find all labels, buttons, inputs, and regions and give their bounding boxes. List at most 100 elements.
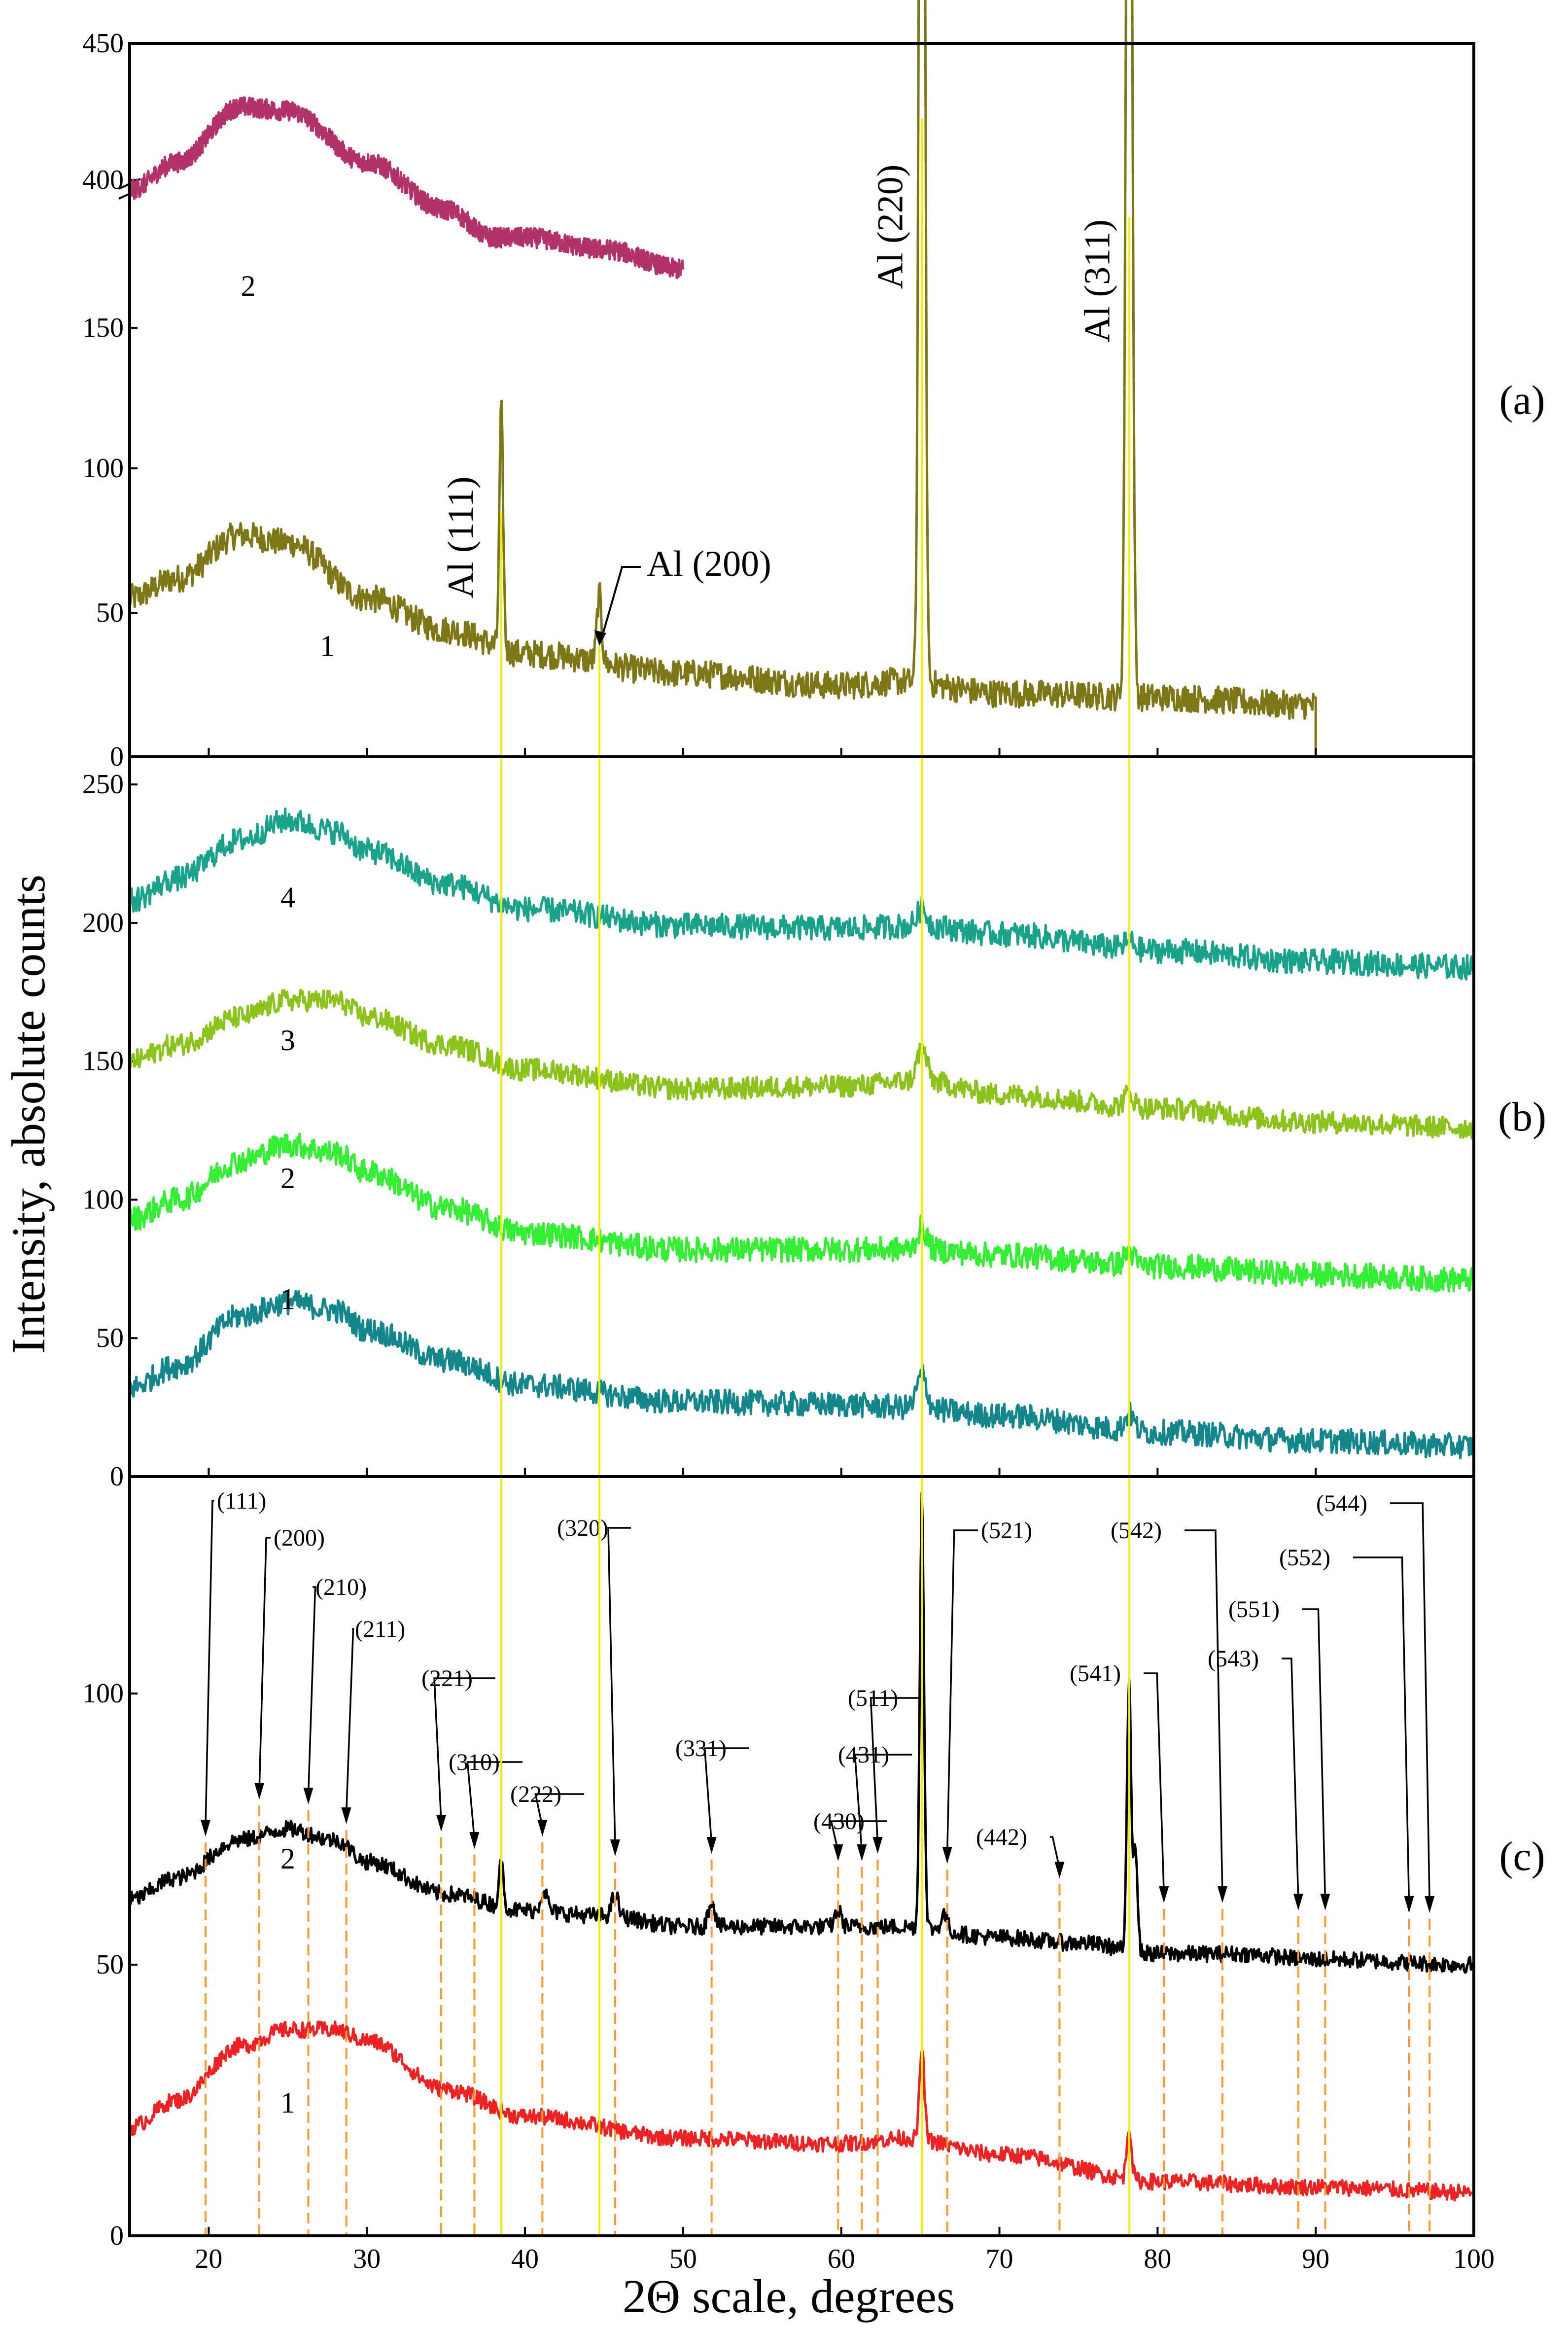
series-line — [128, 807, 1475, 981]
hkl-arrow-head — [341, 1807, 351, 1824]
hkl-leader — [946, 1529, 978, 1854]
y-tick-label: 250 — [82, 769, 124, 800]
hkl-label: (320) — [557, 1515, 608, 1541]
y-tick-label: 100 — [82, 1678, 124, 1709]
hkl-leader — [1185, 1529, 1223, 1894]
x-tick-label: 60 — [828, 2244, 855, 2274]
hkl-label: (543) — [1208, 1646, 1259, 1672]
series-line — [128, 2020, 1475, 2202]
hkl-leader — [466, 1761, 523, 1839]
hkl-label: (221) — [421, 1665, 473, 1692]
hkl-label: (541) — [1070, 1660, 1121, 1687]
hkl-label: (521) — [981, 1517, 1032, 1544]
hkl-leader — [830, 1820, 887, 1852]
x-tick-label: 80 — [1144, 2244, 1171, 2274]
hkl-arrow-head — [1293, 1894, 1303, 1910]
x-tick-label: 50 — [669, 2244, 697, 2274]
hkl-leader — [1390, 1502, 1430, 1904]
x-tick-label: 30 — [353, 2244, 381, 2274]
panel-label: (c) — [1499, 1834, 1545, 1879]
hkl-arrow-head — [706, 1837, 717, 1854]
curve-number: 4 — [280, 881, 295, 914]
hkl-label: (442) — [976, 1824, 1027, 1850]
hkl-label: (552) — [1279, 1545, 1330, 1571]
curve-number: 2 — [280, 1842, 295, 1875]
y-axis-title: Intensity, absolute counts — [2, 875, 55, 1354]
panel-label: (a) — [1499, 378, 1545, 423]
y-tick-label: 200 — [82, 908, 124, 938]
hkl-arrow-head — [1425, 1896, 1435, 1913]
hkl-arrow-head — [833, 1844, 843, 1861]
hkl-label: (331) — [675, 1735, 727, 1762]
plot-border — [128, 42, 1475, 2237]
annotation-leader — [601, 566, 641, 636]
y-tick-label: 150 — [82, 1046, 124, 1077]
panel-a: 0 50 100 150 400 450 (a) 1 2 Al (111) Al (200) Al (… — [82, 0, 1545, 772]
y-tick-label: 450 — [82, 28, 124, 59]
x-tick-label: 70 — [986, 2244, 1013, 2274]
hkl-label: (200) — [274, 1525, 325, 1551]
hkl-label: (544) — [1316, 1490, 1367, 1517]
hkl-arrow-head — [1217, 1886, 1227, 1903]
y-tick-label: 400 — [82, 165, 124, 195]
y-tick-label: 100 — [82, 453, 124, 484]
y-tick-label: 150 — [82, 313, 124, 343]
x-axis-title: 2Θ scale, degrees — [623, 2270, 955, 2323]
x-tick-label: 90 — [1302, 2244, 1329, 2274]
reference-lines — [500, 118, 1130, 2236]
hkl-arrow-head — [1404, 1896, 1414, 1913]
hkl-arrow-head — [1159, 1886, 1169, 1903]
hkl-leader — [1144, 1672, 1165, 1894]
hkl-label: (310) — [449, 1749, 500, 1775]
hkl-arrow-head — [1320, 1894, 1330, 1910]
hkl-leader — [205, 1500, 214, 1827]
hkl-arrow-head — [1054, 1862, 1065, 1878]
series-line — [128, 1491, 1475, 1974]
series-line — [128, 988, 1475, 1140]
peak-label-al-220: Al (220) — [870, 165, 910, 289]
y-tick-label: 50 — [96, 1323, 124, 1353]
hkl-leader — [345, 1628, 354, 1815]
hkl-arrow-head — [254, 1783, 265, 1800]
peak-label-al-200: Al (200) — [647, 544, 771, 584]
x-tick-label: 40 — [511, 2244, 539, 2274]
panel-label: (b) — [1498, 1094, 1546, 1140]
hkl-label: (111) — [217, 1488, 266, 1514]
hkl-label: (211) — [355, 1616, 405, 1642]
hkl-label: (542) — [1111, 1517, 1162, 1544]
y-tick-label: 50 — [96, 1949, 124, 1980]
curve-number: 1 — [280, 2086, 295, 2119]
hkl-arrow-head — [610, 1839, 620, 1856]
hkl-label: (551) — [1228, 1596, 1280, 1623]
hkl-leader — [534, 1793, 584, 1827]
hkl-leader — [854, 1754, 912, 1852]
series-line — [128, 96, 685, 280]
y-tick-label: 0 — [110, 741, 124, 772]
panel-c: 0 50 100 (c) 1 2 (111) (200) (210) (211) (221) (310… — [82, 1488, 1545, 2251]
hkl-label: (430) — [813, 1808, 865, 1835]
hkl-leader — [258, 1537, 271, 1790]
curve-number: 1 — [320, 630, 335, 662]
hkl-arrow-head — [942, 1847, 952, 1864]
hkl-leader — [703, 1747, 749, 1844]
hkl-label: (431) — [838, 1742, 889, 1768]
x-tick-label: 100 — [1453, 2244, 1495, 2274]
y-tick-label: 0 — [110, 2221, 124, 2251]
hkl-label: (210) — [315, 1574, 367, 1600]
chart-frame — [128, 42, 1475, 2237]
hkl-leader — [1050, 1836, 1061, 1869]
hkl-arrow-head — [872, 1837, 883, 1854]
y-tick-label: 100 — [82, 1184, 124, 1215]
hkl-arrow-head — [200, 1820, 210, 1836]
hkl-leader — [607, 1527, 631, 1847]
curve-number: 2 — [241, 270, 256, 302]
peak-label-al-111: Al (111) — [441, 476, 481, 598]
hkl-arrow-head — [537, 1820, 548, 1836]
hkl-leader — [1302, 1608, 1326, 1901]
hkl-label: (222) — [510, 1781, 561, 1807]
arrow-head — [594, 630, 606, 646]
hkl-leader — [1282, 1658, 1299, 1901]
series-line — [129, 1290, 1475, 1460]
hkl-arrow-head — [303, 1788, 314, 1804]
